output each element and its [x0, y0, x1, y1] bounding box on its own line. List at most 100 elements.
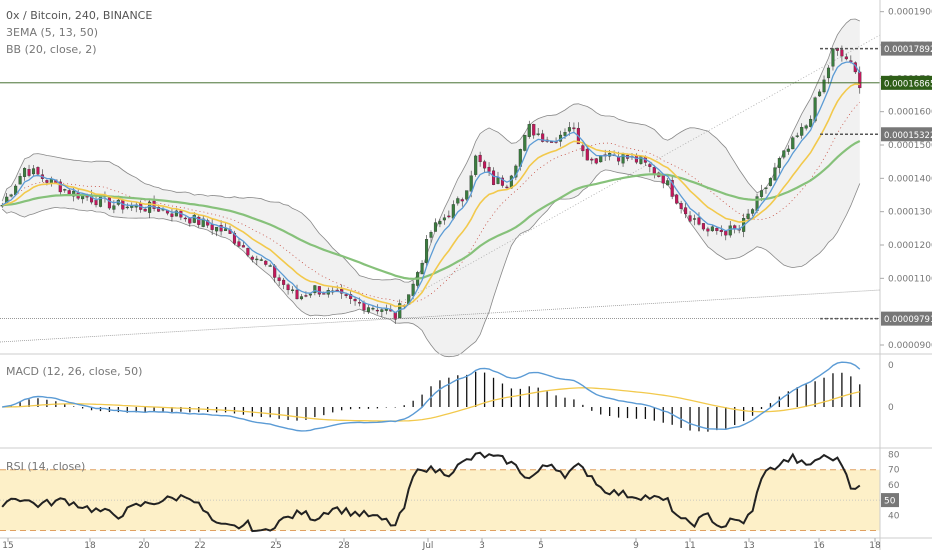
candle-body[interactable]	[18, 176, 22, 185]
candle-body[interactable]	[241, 245, 245, 248]
ema-indicator-label[interactable]: 3EMA (5, 13, 50)	[6, 26, 98, 39]
candle-body[interactable]	[125, 206, 129, 209]
candle-body[interactable]	[353, 298, 357, 302]
candle-body[interactable]	[465, 190, 469, 200]
candle-body[interactable]	[715, 227, 719, 232]
candle-body[interactable]	[438, 220, 442, 225]
candle-body[interactable]	[701, 223, 705, 230]
candle-body[interactable]	[174, 210, 178, 217]
candle-body[interactable]	[433, 222, 438, 232]
candle-body[interactable]	[206, 220, 210, 226]
candle-body[interactable]	[728, 225, 732, 236]
candle-body[interactable]	[706, 228, 710, 232]
candle-body[interactable]	[259, 259, 263, 261]
candle-body[interactable]	[107, 197, 111, 209]
candle-body[interactable]	[58, 181, 62, 193]
candle-body[interactable]	[639, 156, 643, 164]
candle-body[interactable]	[246, 248, 250, 256]
candle-body[interactable]	[536, 133, 540, 135]
candle-body[interactable]	[527, 124, 531, 137]
candle-body[interactable]	[308, 293, 312, 296]
candle-body[interactable]	[344, 294, 348, 296]
candle-body[interactable]	[143, 208, 147, 212]
candle-body[interactable]	[594, 158, 598, 164]
candle-body[interactable]	[500, 177, 504, 186]
candle-body[interactable]	[157, 207, 161, 212]
candle-body[interactable]	[215, 226, 219, 232]
candle-body[interactable]	[170, 213, 174, 217]
candle-body[interactable]	[192, 214, 196, 223]
candle-body[interactable]	[63, 189, 67, 191]
candle-body[interactable]	[31, 168, 36, 175]
candle-body[interactable]	[299, 296, 304, 300]
macd-indicator-label[interactable]: MACD (12, 26, close, 50)	[6, 365, 142, 378]
candle-body[interactable]	[9, 194, 13, 197]
candle-body[interactable]	[112, 205, 116, 210]
candle-body[interactable]	[724, 230, 728, 236]
candle-body[interactable]	[621, 153, 625, 164]
bb-indicator-label[interactable]: BB (20, close, 2)	[6, 43, 97, 56]
candle-body[interactable]	[759, 190, 764, 197]
candle-body[interactable]	[286, 284, 290, 291]
candle-body[interactable]	[523, 134, 527, 151]
candle-body[interactable]	[197, 216, 201, 225]
candle-body[interactable]	[666, 180, 670, 186]
candle-body[interactable]	[505, 186, 509, 189]
candle-body[interactable]	[541, 133, 545, 142]
candle-body[interactable]	[98, 195, 103, 207]
candle-body[interactable]	[688, 215, 692, 222]
candle-body[interactable]	[45, 180, 49, 183]
candle-body[interactable]	[447, 215, 451, 218]
candle-body[interactable]	[599, 155, 603, 163]
candle-body[interactable]	[692, 218, 697, 220]
candle-body[interactable]	[670, 180, 674, 197]
candle-body[interactable]	[478, 154, 482, 163]
candle-body[interactable]	[590, 158, 594, 161]
candle-body[interactable]	[219, 225, 223, 232]
candle-body[interactable]	[496, 177, 500, 184]
candle-body[interactable]	[684, 207, 688, 215]
candle-body[interactable]	[826, 67, 831, 79]
candle-body[interactable]	[349, 294, 353, 299]
candle-body[interactable]	[366, 307, 371, 312]
candle-body[interactable]	[268, 265, 272, 267]
candle-body[interactable]	[188, 218, 192, 224]
candle-body[interactable]	[585, 148, 589, 161]
candle-body[interactable]	[282, 279, 286, 285]
candle-body[interactable]	[358, 302, 362, 304]
candle-body[interactable]	[648, 164, 652, 167]
candle-body[interactable]	[581, 145, 585, 152]
candle-body[interactable]	[23, 168, 27, 177]
candle-body[interactable]	[675, 194, 679, 204]
candle-body[interactable]	[322, 293, 326, 295]
candle-body[interactable]	[291, 289, 295, 292]
candle-body[interactable]	[237, 241, 241, 247]
candle-body[interactable]	[567, 127, 571, 132]
candle-body[interactable]	[697, 217, 701, 225]
candle-body[interactable]	[710, 226, 714, 232]
candle-body[interactable]	[317, 286, 321, 295]
candle-body[interactable]	[751, 209, 755, 214]
candle-body[interactable]	[791, 137, 795, 150]
candle-body[interactable]	[532, 124, 536, 136]
candle-body[interactable]	[210, 224, 214, 230]
candle-body[interactable]	[36, 167, 40, 175]
candle-body[interactable]	[719, 229, 723, 233]
candle-body[interactable]	[429, 232, 433, 238]
candle-body[interactable]	[313, 285, 317, 294]
candle-body[interactable]	[375, 309, 379, 312]
candle-body[interactable]	[183, 217, 187, 220]
candle-body[interactable]	[460, 199, 464, 202]
candle-body[interactable]	[264, 260, 268, 265]
candle-body[interactable]	[277, 277, 281, 281]
candle-body[interactable]	[800, 127, 804, 136]
candle-body[interactable]	[844, 56, 848, 60]
candle-body[interactable]	[563, 132, 567, 136]
candle-body[interactable]	[746, 213, 750, 219]
candle-body[interactable]	[250, 256, 254, 260]
candle-body[interactable]	[424, 239, 429, 264]
candle-body[interactable]	[487, 166, 491, 172]
candle-body[interactable]	[371, 307, 375, 310]
candle-body[interactable]	[777, 158, 781, 168]
candle-body[interactable]	[94, 200, 98, 206]
